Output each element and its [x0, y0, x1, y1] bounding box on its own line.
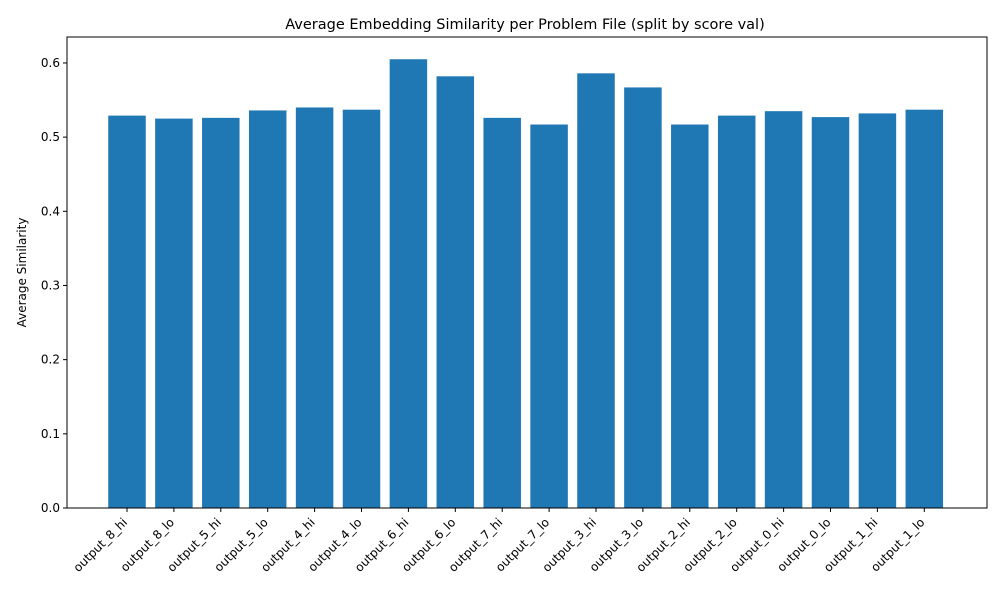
bar-output-0-lo: [811, 117, 850, 509]
y-tick-label: 0.0: [41, 501, 60, 515]
bar-output-3-hi: [577, 73, 615, 508]
bar-output-1-lo: [905, 109, 944, 508]
y-axis: 0.0 0.1 0.2 0.3 0.4 0.5 0.6: [41, 56, 67, 515]
bar-output-6-lo: [436, 76, 475, 508]
bar-output-8-lo: [155, 118, 193, 508]
bars-group: [108, 59, 944, 509]
bar-output-6-hi: [389, 59, 428, 508]
bar-output-1-hi: [858, 113, 897, 509]
bar-output-8-hi: [108, 115, 146, 509]
x-axis: output_8_hioutput_8_looutput_5_hioutput_…: [71, 508, 927, 575]
y-axis-title: Average Similarity: [15, 218, 29, 328]
bar-output-2-hi: [671, 124, 709, 509]
bar-output-0-hi: [764, 111, 803, 509]
y-tick-label: 0.4: [41, 204, 60, 218]
bar-output-4-hi: [295, 107, 334, 509]
bar-output-7-hi: [483, 117, 521, 508]
bar-output-3-lo: [624, 87, 662, 508]
y-tick-label: 0.6: [41, 56, 60, 70]
bar-output-2-lo: [717, 115, 756, 509]
bar-output-5-lo: [248, 110, 287, 509]
y-tick-label: 0.1: [41, 427, 60, 441]
bar-output-5-hi: [202, 117, 240, 508]
y-tick-label: 0.2: [41, 353, 60, 367]
y-tick-label: 0.5: [41, 130, 60, 144]
plot-frame: [66, 36, 988, 509]
y-tick-label: 0.3: [41, 278, 60, 292]
chart-title: Average Embedding Similarity per Problem…: [285, 17, 765, 33]
bar-output-4-lo: [342, 109, 381, 508]
bar-output-7-lo: [530, 124, 568, 509]
